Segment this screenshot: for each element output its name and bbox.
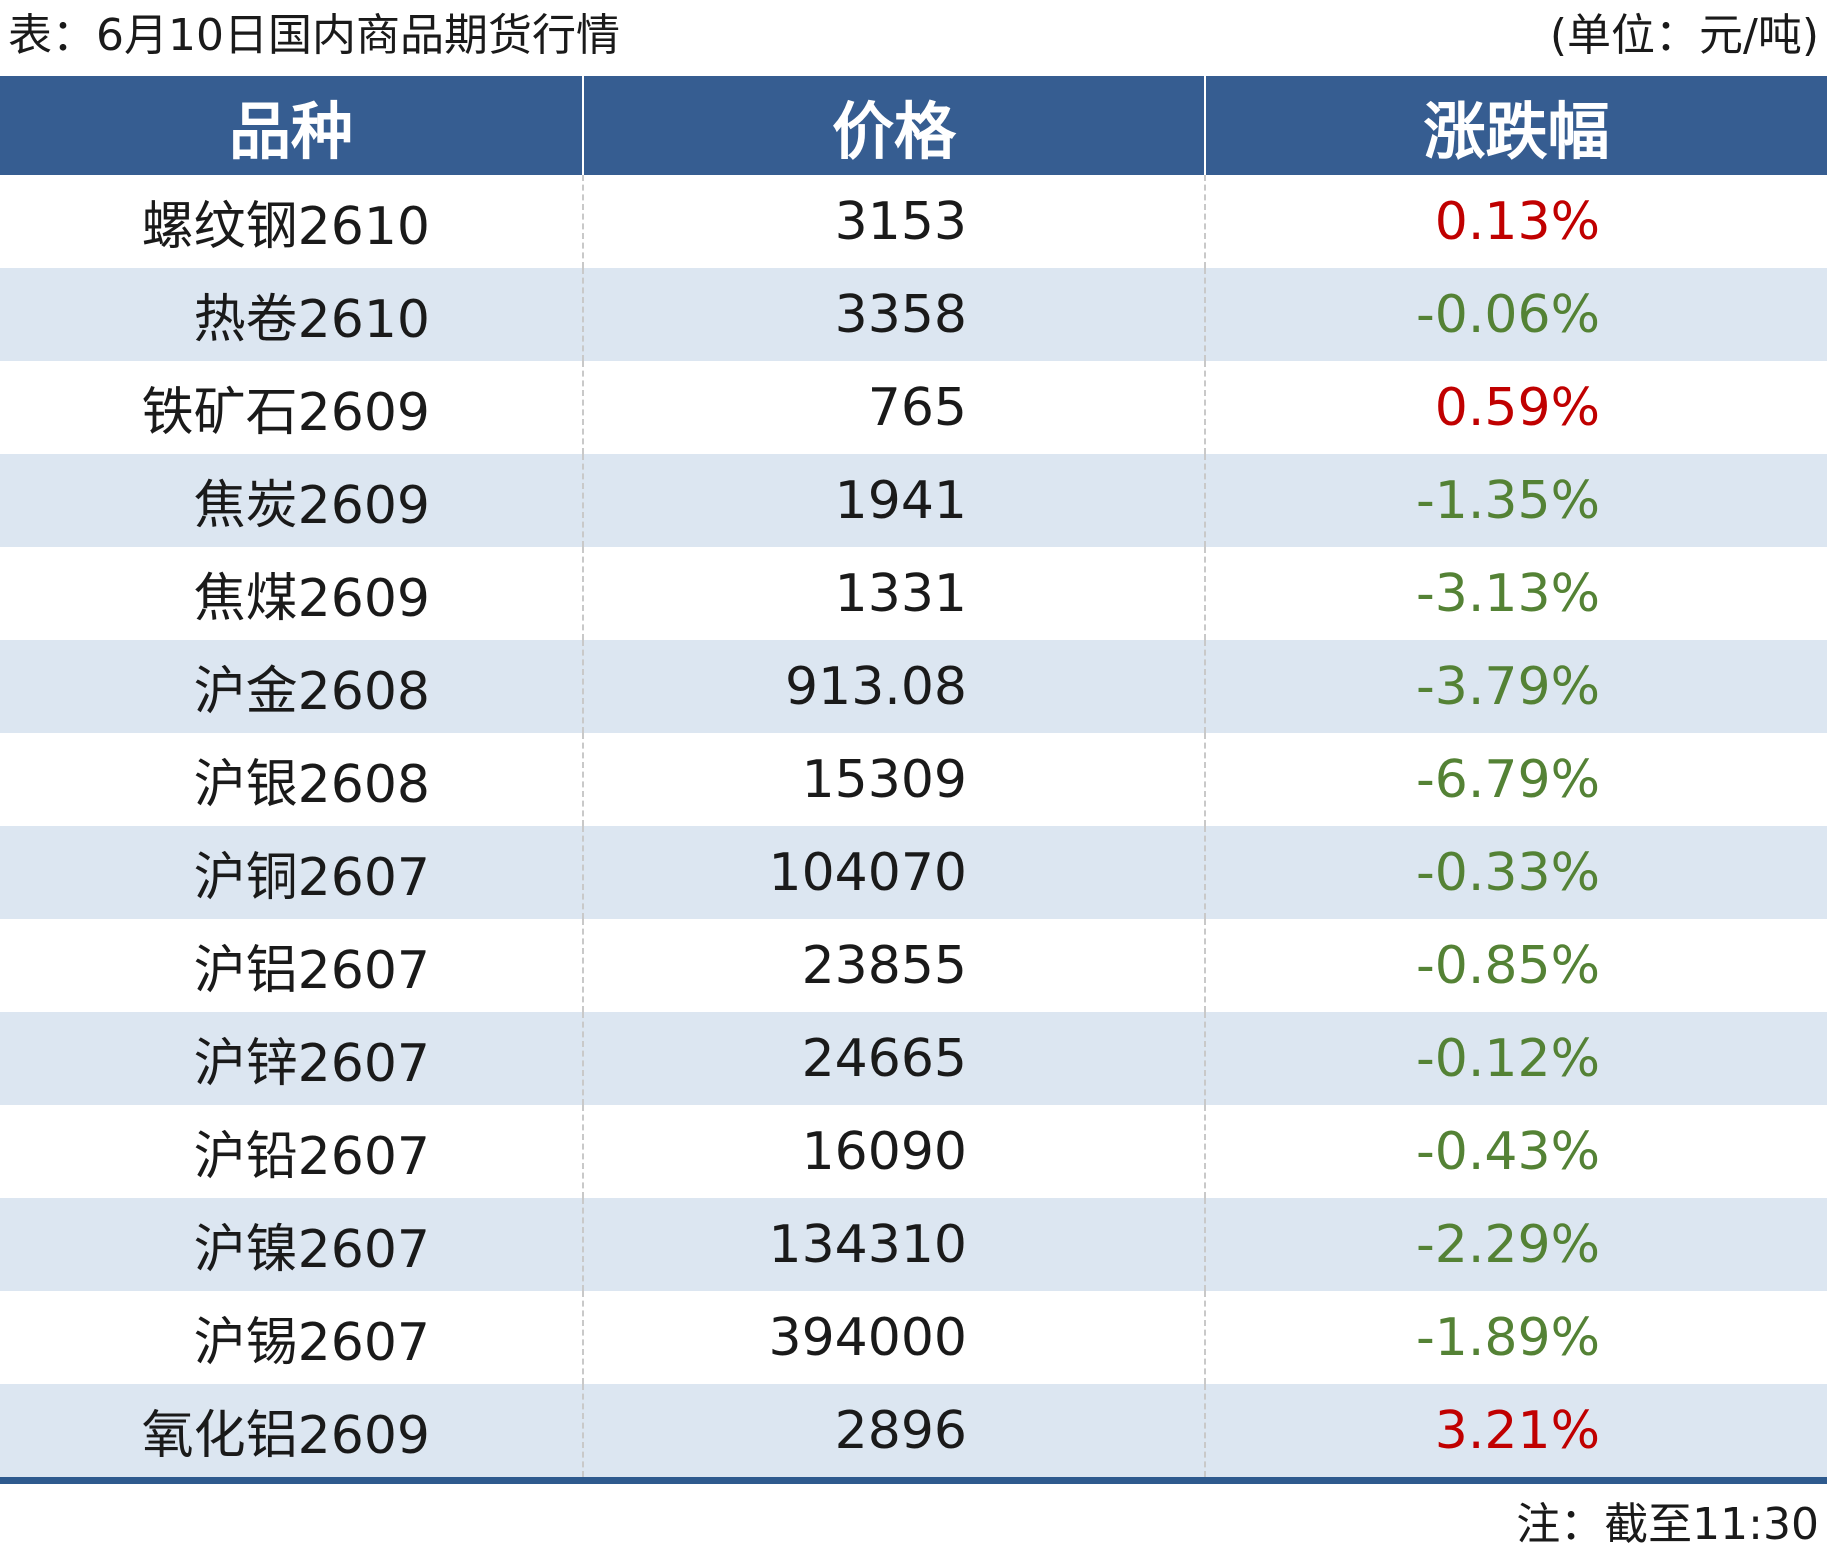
variety-cell: 焦煤2609 <box>193 569 430 629</box>
variety-cell: 沪金2608 <box>0 640 583 733</box>
change-cell: -0.06% <box>1204 268 1827 361</box>
table-row: 焦煤2609 1331 -3.13% <box>0 547 1827 640</box>
variety-cell: 氧化铝2609 <box>0 1384 583 1481</box>
price-cell: 15309 <box>582 733 1205 826</box>
change-cell: -0.33% <box>1204 826 1827 919</box>
variety-cell: 沪镍2607 <box>0 1198 583 1291</box>
table-row: 热卷2610 3358 -0.06% <box>0 268 1827 361</box>
change-cell: -6.79% <box>1204 733 1827 826</box>
price-cell: 24665 <box>582 1012 1205 1105</box>
price-cell: 394000 <box>582 1291 1205 1384</box>
price-cell: 913.08 <box>582 640 1205 733</box>
table-row: 沪金2608 913.08 -3.79% <box>0 640 1827 733</box>
table-row: 铁矿石2609 765 0.59% <box>0 361 1827 454</box>
table-row: 沪锌2607 24665 -0.12% <box>0 1012 1827 1105</box>
change-cell: -2.29% <box>1204 1198 1827 1291</box>
price-cell: 3358 <box>582 268 1205 361</box>
table-row: 沪银2608 15309 -6.79% <box>0 733 1827 826</box>
footnote: 注：截至11:30 <box>1516 1499 1819 1550</box>
change-cell: 0.59% <box>1204 361 1827 454</box>
table-row: 螺纹钢2610 3153 0.13% <box>0 175 1827 268</box>
variety-cell: 沪铝2607 <box>193 941 430 1001</box>
price-cell: 23855 <box>582 919 1205 1012</box>
change-cell: -1.89% <box>1204 1291 1827 1384</box>
change-cell: -0.43% <box>1204 1105 1827 1198</box>
variety-cell: 沪铜2607 <box>0 826 583 919</box>
header-row: 品种 价格 涨跌幅 <box>0 76 1827 175</box>
variety-cell: 沪锡2607 <box>193 1313 430 1373</box>
change-cell: 3.21% <box>1204 1384 1827 1481</box>
table-row: 沪铝2607 23855 -0.85% <box>0 919 1827 1012</box>
price-cell: 104070 <box>582 826 1205 919</box>
variety-cell: 沪锌2607 <box>0 1012 583 1105</box>
table-row: 沪铜2607 104070 -0.33% <box>0 826 1827 919</box>
change-cell: -3.13% <box>1204 547 1827 640</box>
price-cell: 765 <box>582 361 1205 454</box>
change-cell: -0.85% <box>1204 919 1827 1012</box>
unit-label: (单位：元/吨) <box>1549 10 1819 61</box>
table-title: 表：6月10日国内商品期货行情 <box>8 10 620 61</box>
table-row: 沪锡2607 394000 -1.89% <box>0 1291 1827 1384</box>
price-cell: 3153 <box>582 175 1205 268</box>
variety-cell: 沪银2608 <box>193 755 430 815</box>
column-header: 涨跌幅 <box>1204 76 1827 175</box>
price-cell: 2896 <box>582 1384 1205 1481</box>
table-row: 氧化铝2609 2896 3.21% <box>0 1384 1827 1481</box>
change-cell: -3.79% <box>1204 640 1827 733</box>
price-cell: 134310 <box>582 1198 1205 1291</box>
variety-cell: 螺纹钢2610 <box>141 197 430 257</box>
price-cell: 1941 <box>582 454 1205 547</box>
variety-cell: 热卷2610 <box>0 268 583 361</box>
price-cell: 1331 <box>582 547 1205 640</box>
table-row: 沪铅2607 16090 -0.43% <box>0 1105 1827 1198</box>
change-cell: -0.12% <box>1204 1012 1827 1105</box>
column-header: 品种 <box>0 76 583 175</box>
table-row: 焦炭2609 1941 -1.35% <box>0 454 1827 547</box>
variety-cell: 沪铅2607 <box>193 1127 430 1187</box>
table-row: 沪镍2607 134310 -2.29% <box>0 1198 1827 1291</box>
futures-table: 品种 价格 涨跌幅 螺纹钢2610 3153 0.13% 热卷2610 3358 -0.06%… <box>0 76 1827 1484</box>
table-body: 螺纹钢2610 3153 0.13% 热卷2610 3358 -0.06% 铁矿石2609 7… <box>0 175 1827 1481</box>
change-cell: -1.35% <box>1204 454 1827 547</box>
price-cell: 16090 <box>582 1105 1205 1198</box>
variety-cell: 铁矿石2609 <box>141 383 430 443</box>
change-cell: 0.13% <box>1204 175 1827 268</box>
variety-cell: 焦炭2609 <box>0 454 583 547</box>
column-header: 价格 <box>582 76 1205 175</box>
